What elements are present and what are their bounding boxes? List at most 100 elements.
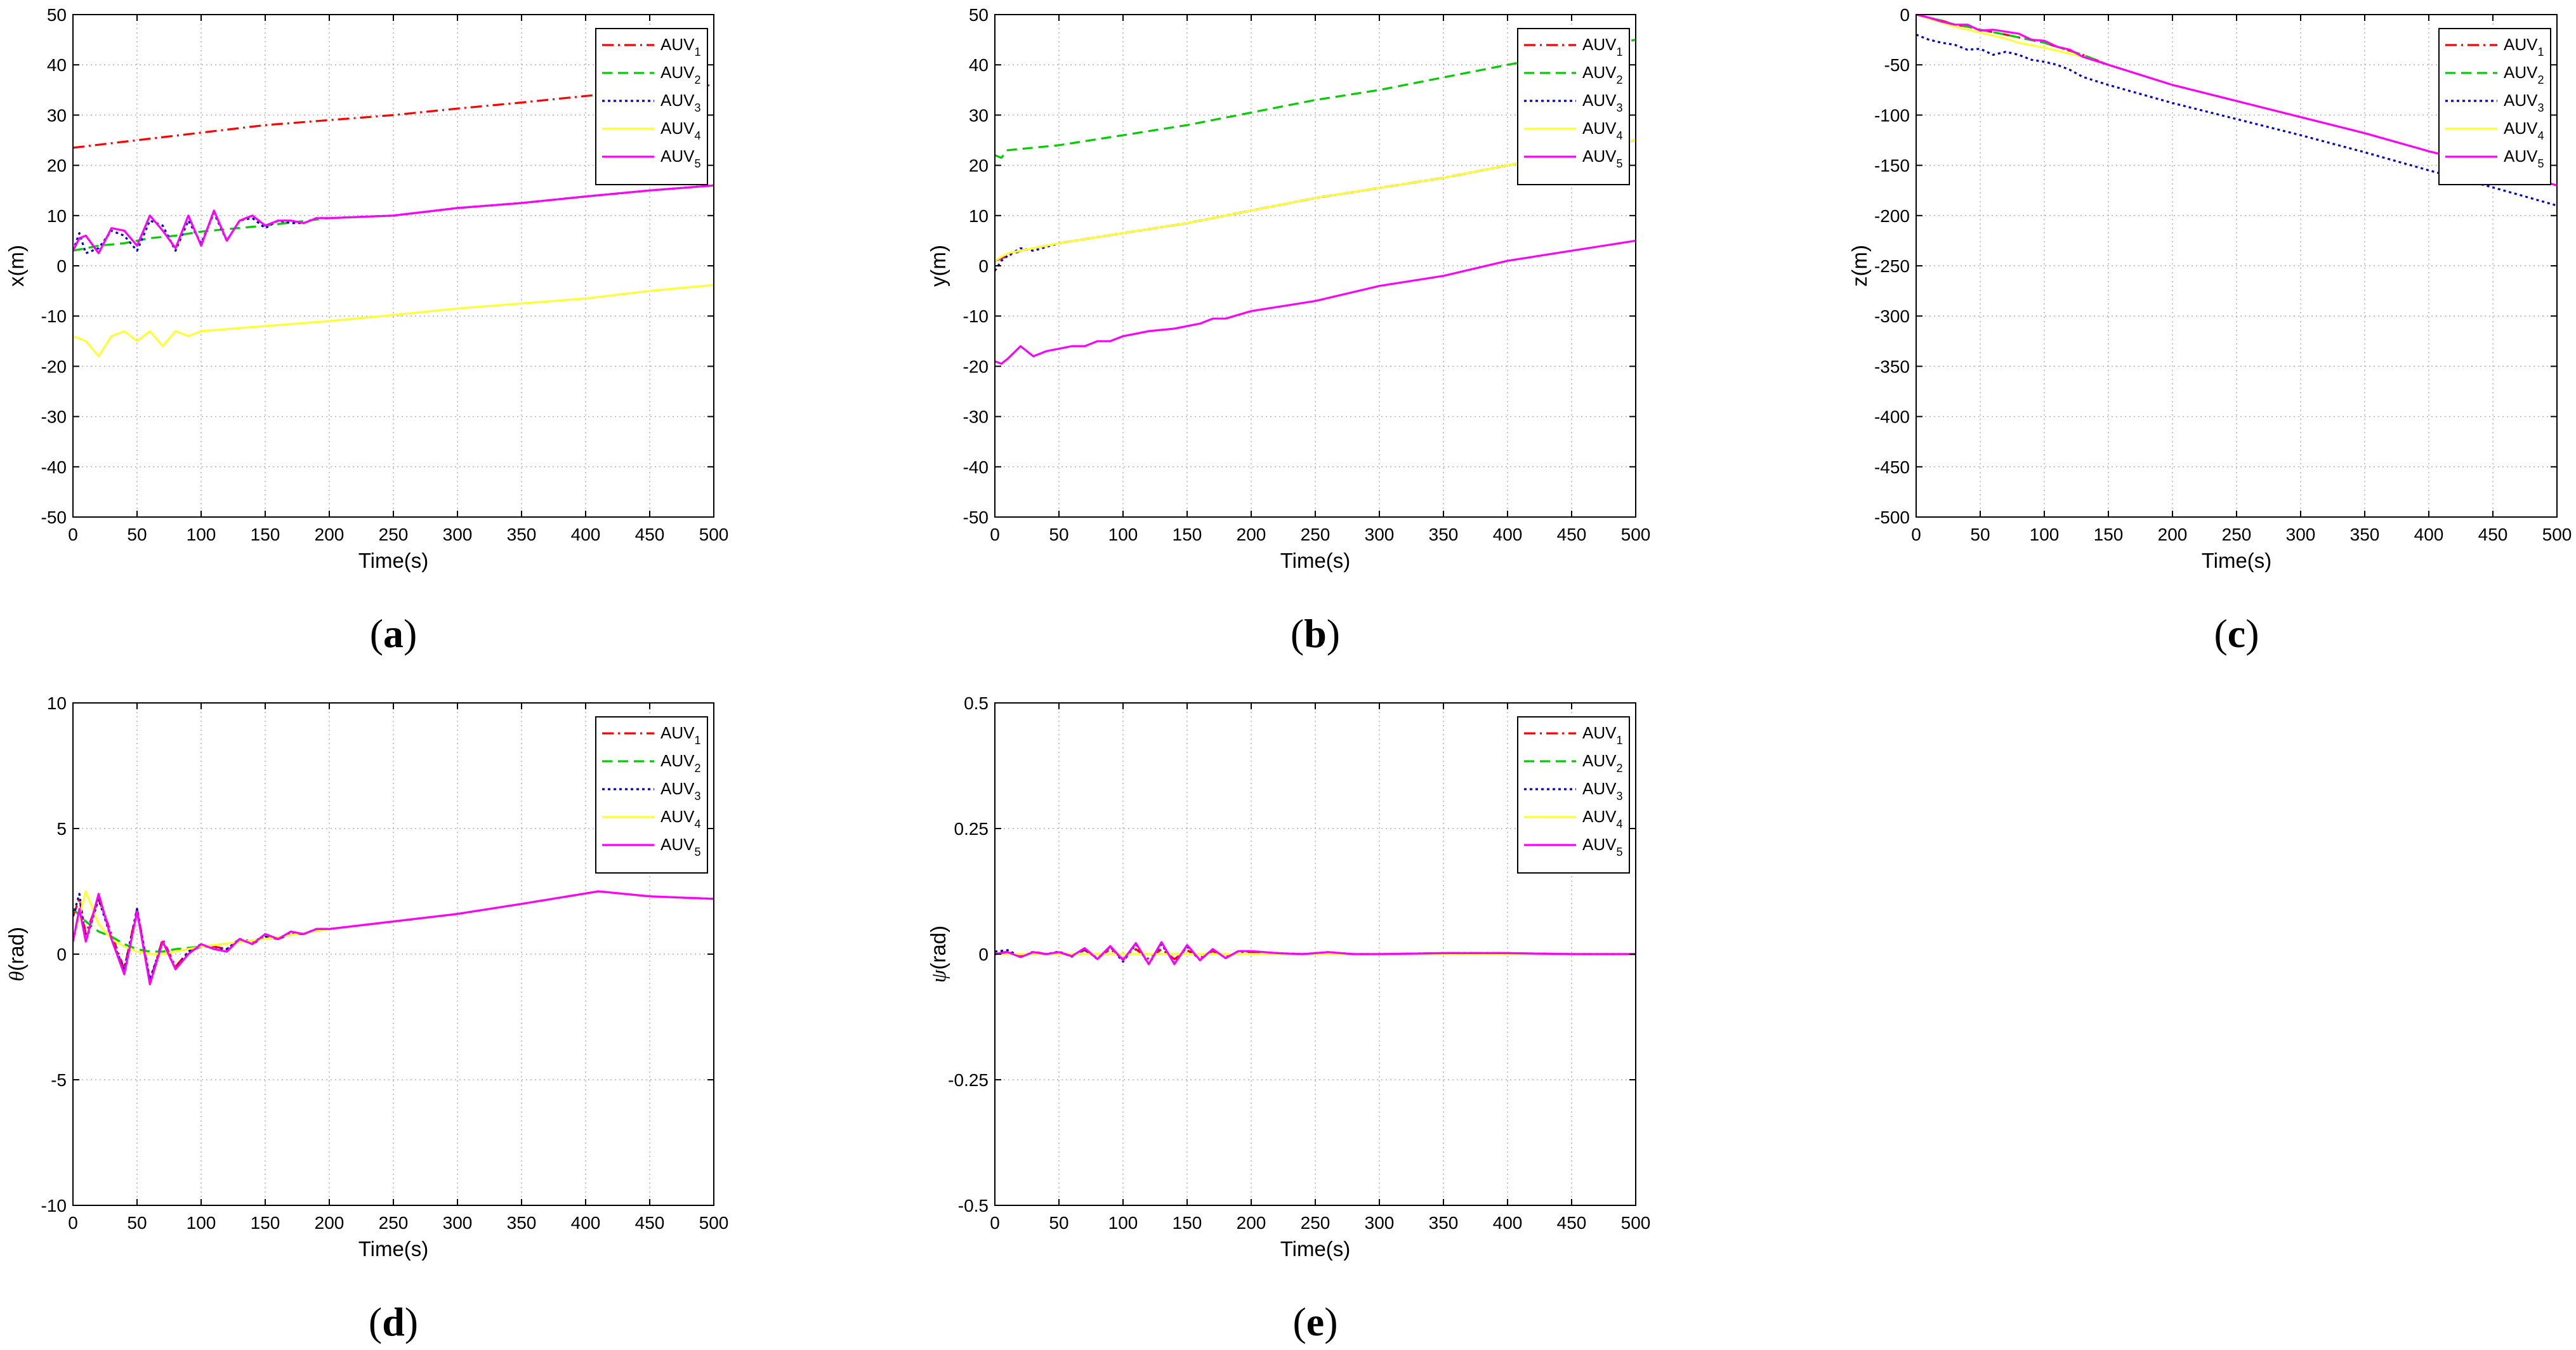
y-tick-label: -20: [963, 357, 989, 376]
chart-d: 0 50 100 150 200 250 300 350 400 450 500 -10 -5 0 5 10 T…: [4, 693, 728, 1344]
y-axis-label: ψ(rad): [926, 926, 950, 983]
y-axis-unit: (rad): [4, 927, 28, 971]
x-tick-label: 0: [68, 525, 78, 544]
series-line-auv2: [995, 39, 1636, 159]
x-tick-label: 450: [635, 525, 665, 544]
legend-label-auv1: AUV1: [2504, 35, 2544, 58]
x-tick-label: 50: [1970, 525, 1990, 544]
y-axis-label: x(m): [4, 245, 28, 287]
series-group: [995, 941, 1636, 966]
y-tick-label: 0: [978, 256, 989, 276]
y-tick-label: -350: [1874, 357, 1910, 376]
x-tick-label: 200: [1237, 1213, 1266, 1233]
x-tick-label: 500: [699, 1213, 729, 1233]
x-tick-label: 300: [443, 1213, 473, 1233]
x-axis-label: Time(s): [358, 1237, 429, 1261]
x-tick-label: 200: [1237, 525, 1266, 544]
panel-caption: (c): [2214, 611, 2259, 656]
legend-label-auv5: AUV5: [660, 147, 700, 170]
x-tick-label: 50: [1049, 1213, 1068, 1233]
legend-label-auv5: AUV5: [660, 835, 700, 858]
y-tick-label: -40: [963, 457, 989, 477]
y-tick-label: -50: [1884, 55, 1910, 75]
legend-label-auv3: AUV3: [660, 779, 700, 803]
series-group: [995, 39, 1636, 365]
x-tick-label: 50: [127, 1213, 147, 1233]
y-tick-label: 0: [978, 945, 989, 964]
series-line-auv5: [1916, 15, 2557, 187]
x-tick-label: 350: [1429, 1213, 1459, 1233]
series-line-auv3: [73, 184, 714, 254]
y-tick-label: 30: [969, 105, 989, 125]
x-tick-label: 500: [1621, 525, 1651, 544]
legend-box: [1517, 716, 1630, 874]
legend-label-auv4: AUV4: [660, 119, 700, 142]
y-tick-label: -30: [41, 407, 67, 427]
legend-label-auv2: AUV2: [1582, 751, 1622, 775]
y-tick-label: 0: [56, 256, 67, 276]
y-tick-label: -50: [41, 508, 67, 527]
x-tick-label: 450: [635, 1213, 665, 1233]
panel-caption: (e): [1292, 1299, 1337, 1344]
legend-label-auv5: AUV5: [1582, 835, 1622, 858]
y-tick-label: 30: [47, 105, 67, 125]
y-axis-label: y(m): [926, 245, 950, 287]
y-axis-symbol: ψ: [928, 969, 950, 983]
y-tick-label: 50: [969, 5, 989, 25]
x-tick-label: 100: [1108, 1213, 1138, 1233]
legend-label-auv2: AUV2: [1582, 63, 1622, 86]
y-tick-label: -200: [1874, 206, 1910, 226]
x-tick-label: 250: [379, 1213, 409, 1233]
series-group: [1916, 15, 2557, 207]
x-tick-label: 150: [1173, 525, 1202, 544]
x-tick-label: 250: [379, 525, 409, 544]
series-line-auv1: [1916, 15, 2557, 187]
x-tick-label: 300: [2286, 525, 2316, 544]
panel-caption: (a): [370, 611, 417, 656]
chart-b: 0 50 100 150 200 250 300 350 400 450 500-50-40-30-…: [926, 5, 1650, 656]
x-tick-label: 300: [443, 525, 473, 544]
x-tick-label: 50: [1049, 525, 1068, 544]
x-tick-label: 350: [507, 525, 537, 544]
x-tick-label: 100: [187, 525, 216, 544]
x-tick-label: 500: [2542, 525, 2572, 544]
y-tick-label: -20: [41, 357, 67, 376]
legend-label-auv4: AUV4: [2504, 119, 2544, 142]
series-line-auv4: [995, 139, 1636, 262]
y-tick-label: -10: [963, 306, 989, 326]
x-tick-label: 450: [1557, 525, 1587, 544]
legend: AUV1 AUV2 AUV3 AUV4 AUV5: [595, 28, 708, 185]
x-tick-label: 0: [990, 525, 1000, 544]
y-tick-label: 0.5: [964, 693, 989, 713]
legend-label-auv5: AUV5: [1582, 147, 1622, 170]
x-tick-label: 100: [2030, 525, 2060, 544]
legend-label-auv2: AUV2: [660, 63, 700, 86]
x-tick-label: 100: [1108, 525, 1138, 544]
y-axis-label: z(m): [1848, 245, 1871, 287]
y-tick-label: -500: [1874, 508, 1910, 527]
series-group: [73, 84, 714, 358]
y-tick-label: -50: [963, 508, 989, 527]
y-tick-label: 40: [969, 55, 989, 75]
x-tick-label: 500: [1621, 1213, 1651, 1233]
x-axis-label: Time(s): [358, 549, 429, 572]
legend-label-auv3: AUV3: [1582, 91, 1622, 114]
y-axis-symbol: θ: [6, 971, 29, 981]
series-group: [73, 890, 714, 986]
y-tick-label: 0.25: [954, 819, 989, 839]
series-line-auv5: [995, 239, 1636, 365]
legend-label-auv2: AUV2: [2504, 63, 2544, 86]
legend-box: [595, 28, 708, 185]
y-tick-label: -10: [41, 306, 67, 326]
y-tick-label: -0.25: [948, 1070, 989, 1090]
y-tick-label: -0.5: [958, 1196, 989, 1216]
x-tick-label: 150: [251, 525, 280, 544]
y-tick-label: 50: [47, 5, 67, 25]
legend: AUV1 AUV2 AUV3 AUV4 AUV5: [595, 716, 708, 874]
y-tick-label: -250: [1874, 256, 1910, 276]
x-tick-label: 200: [2158, 525, 2188, 544]
x-tick-label: 350: [2350, 525, 2380, 544]
y-tick-label: 10: [47, 693, 67, 713]
legend-label-auv2: AUV2: [660, 751, 700, 775]
